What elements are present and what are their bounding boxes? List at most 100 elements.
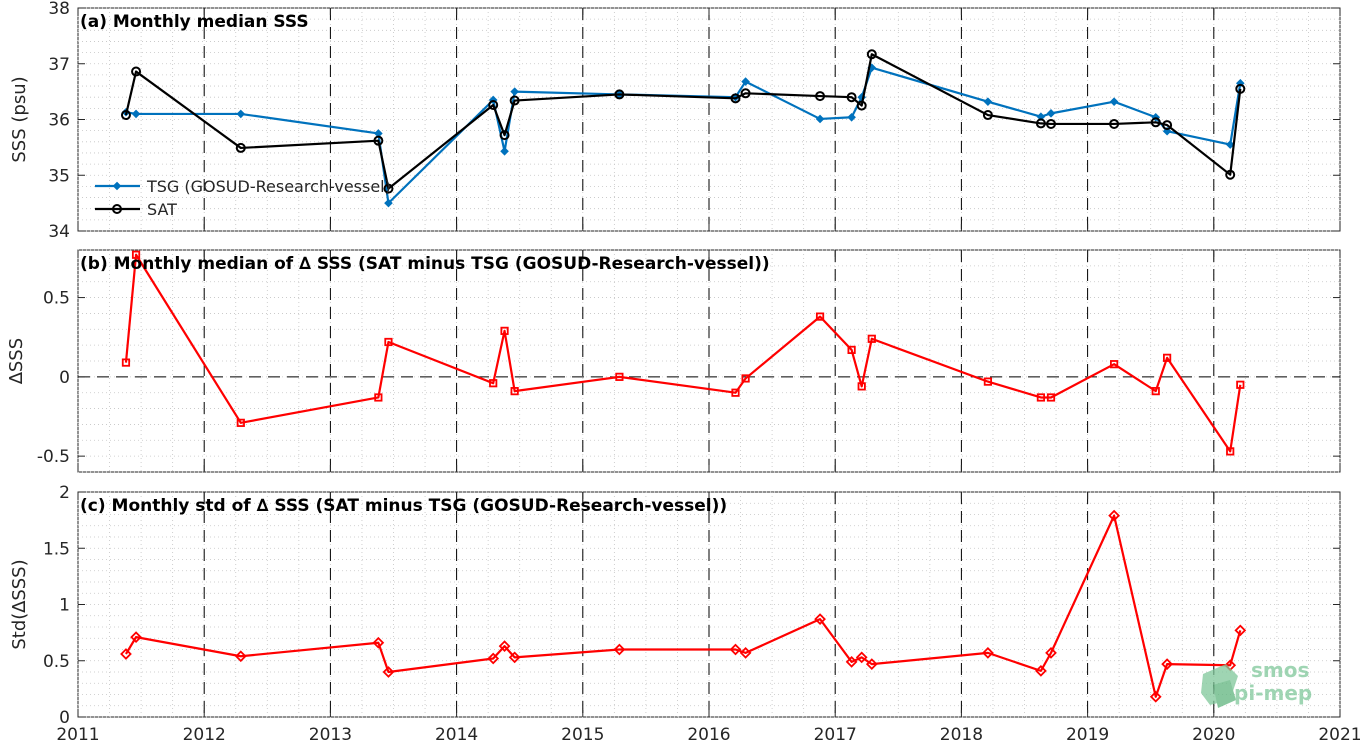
x-tick-label: 2014 (435, 725, 478, 745)
data-point (1235, 78, 1245, 88)
y-axis-title: SSS (psu) (9, 76, 30, 162)
y-tick-label: 0.5 (43, 652, 70, 672)
data-point (1109, 97, 1119, 106)
data-point (982, 647, 994, 659)
data-point (236, 418, 245, 427)
watermark-text: smos (1251, 658, 1309, 682)
data-point (373, 135, 384, 146)
data-point (1149, 690, 1162, 703)
x-tick-label: 2018 (940, 725, 983, 745)
data-point (1162, 120, 1173, 131)
data-point (234, 650, 247, 663)
data-point (1046, 393, 1056, 402)
x-tick-label: 2013 (309, 725, 352, 745)
data-point (1110, 360, 1119, 369)
data-point (1236, 380, 1245, 389)
data-point (1036, 393, 1046, 402)
legend-label: SAT (147, 200, 177, 219)
data-point (488, 100, 499, 111)
data-point (1046, 109, 1056, 118)
legend-marker (112, 181, 122, 191)
data-point (847, 112, 856, 122)
data-point (847, 345, 856, 355)
panel-b: -0.5 0 0.5 ∆SSS (b) Monthly median of ∆ SSS … (6, 249, 1341, 473)
data-point (236, 109, 246, 119)
series-sat (120, 49, 1246, 194)
data-point (489, 379, 498, 388)
minor-grid (77, 249, 1341, 473)
data-point (983, 97, 993, 106)
series-delta (121, 250, 1245, 456)
series-line (124, 253, 1242, 453)
data-point (1234, 624, 1247, 637)
data-point (741, 77, 750, 86)
watermark-text: pi-mep (1234, 681, 1312, 705)
x-tick-label: 2016 (687, 725, 730, 745)
data-point (130, 631, 142, 643)
data-point (384, 198, 393, 208)
data-point (1150, 117, 1161, 128)
y-tick-label: 0.5 (43, 289, 70, 309)
data-point (509, 95, 520, 106)
y-tick-label: 0 (59, 708, 70, 728)
data-point (815, 312, 825, 321)
data-point (614, 89, 625, 100)
data-point (131, 66, 142, 77)
legend-label: TSG (GOSUD-Research-vessel) (146, 177, 391, 196)
data-point (739, 647, 752, 659)
watermark-shape (1213, 680, 1236, 708)
y-tick-label: 37 (48, 55, 70, 75)
data-point (382, 666, 395, 678)
data-point (815, 91, 826, 102)
data-point (613, 643, 626, 656)
data-point (487, 652, 500, 665)
data-point (383, 183, 394, 194)
data-point (1151, 387, 1160, 396)
data-point (131, 250, 141, 259)
legend-marker (112, 204, 122, 214)
y-tick-label: 1.5 (43, 539, 70, 559)
data-point (846, 92, 857, 103)
data-point (729, 643, 742, 656)
data-point (510, 87, 519, 96)
data-point (730, 93, 741, 104)
panel-c: 0 0.5 1 1.5 2 2011 2012 2013 2014 2015 2016 2017 201… (9, 483, 1362, 745)
series-delta (120, 509, 1247, 703)
data-point (1226, 447, 1235, 456)
data-point (131, 109, 141, 119)
data-point (866, 49, 877, 60)
data-point (384, 337, 393, 347)
x-tick-label: 2020 (1192, 725, 1235, 745)
data-point (857, 382, 866, 391)
data-point (508, 651, 521, 664)
data-point (1225, 169, 1236, 180)
data-point (235, 142, 246, 153)
legend: TSG (GOSUD-Research-vessel) SAT (95, 177, 391, 219)
data-point (856, 100, 867, 111)
data-point (865, 658, 878, 670)
data-point (500, 326, 509, 335)
data-point (1045, 647, 1057, 659)
data-point (372, 636, 385, 649)
panel-a: 34 35 36 37 38 SSS (psu) (a) Monthly median SS… (9, 0, 1341, 242)
panel-title: (a) Monthly median SSS (80, 12, 309, 32)
x-tick-label: 2011 (56, 725, 99, 745)
data-point (121, 358, 131, 367)
y-tick-label: 2 (59, 483, 70, 503)
data-point (1046, 118, 1057, 129)
y-tick-label: 0 (59, 368, 70, 388)
data-point (867, 334, 876, 343)
data-point (1163, 353, 1172, 362)
data-point (499, 130, 510, 141)
data-point (814, 613, 826, 625)
x-tick-label: 2019 (1066, 725, 1109, 745)
data-point (120, 110, 131, 121)
y-tick-label: 34 (48, 222, 70, 242)
data-point (845, 656, 858, 668)
data-point (1035, 118, 1046, 129)
data-point (1235, 83, 1246, 94)
y-axis-title: ∆SSS (6, 338, 27, 385)
data-point (500, 146, 509, 156)
